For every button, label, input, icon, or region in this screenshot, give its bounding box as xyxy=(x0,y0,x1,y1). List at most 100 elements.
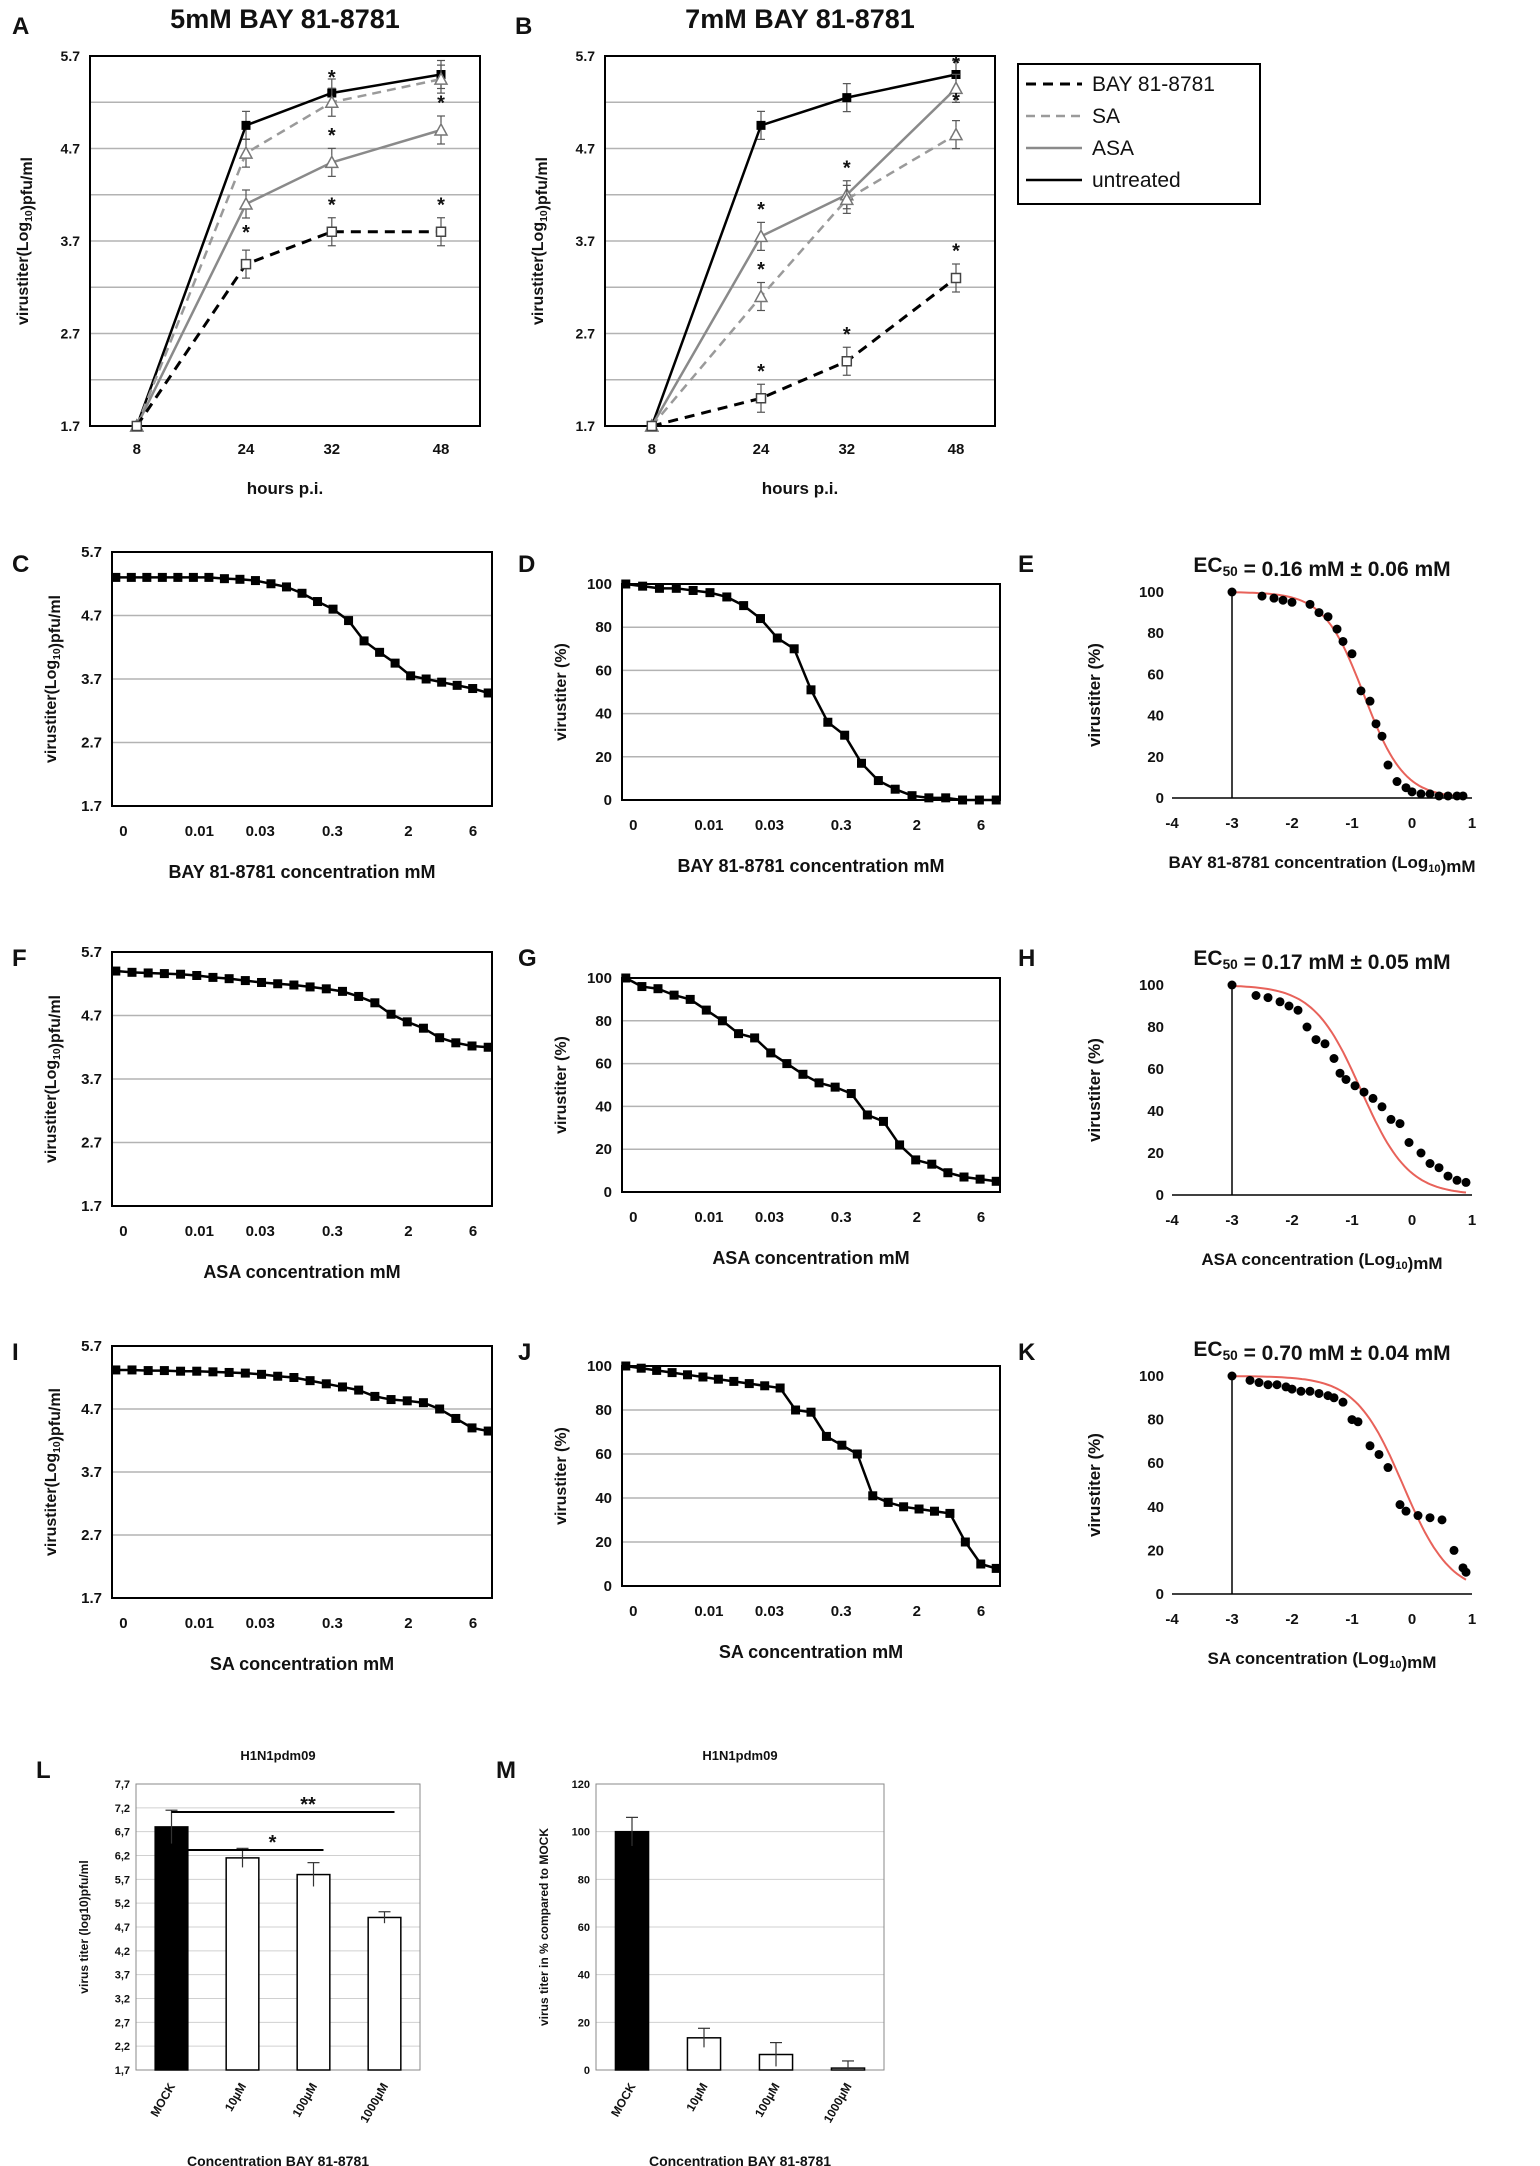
y-tick-label: 20 xyxy=(595,749,612,766)
chart-title: EC50 = 0.70 mM ± 0.04 mM xyxy=(1193,1338,1450,1365)
data-point xyxy=(1395,1500,1405,1510)
data-point xyxy=(1254,1378,1264,1388)
data-point xyxy=(386,1395,396,1405)
y-tick-label: 40 xyxy=(578,1970,590,1982)
data-point xyxy=(841,356,853,367)
x-axis-title: hours p.i. xyxy=(247,479,324,498)
x-tick-label: 0 xyxy=(629,1209,637,1226)
data-point xyxy=(324,94,340,108)
x-tick-label: 0.3 xyxy=(322,1615,343,1632)
panel-label-f: F xyxy=(12,945,27,972)
y-tick-label: 20 xyxy=(595,1534,612,1551)
data-point xyxy=(235,574,245,584)
data-point xyxy=(1434,791,1444,801)
x-tick-label: 2 xyxy=(913,817,921,834)
x-tick-label: -2 xyxy=(1285,815,1298,832)
panel-label-i: I xyxy=(12,1339,19,1366)
data-point xyxy=(1314,608,1324,618)
data-point xyxy=(1425,1159,1435,1168)
data-point xyxy=(717,1016,727,1026)
data-point xyxy=(782,1059,792,1069)
data-point xyxy=(1461,1177,1471,1187)
data-point xyxy=(1374,1449,1384,1459)
data-point xyxy=(1395,1119,1405,1129)
x-tick-label: 2 xyxy=(404,1223,412,1240)
data-point xyxy=(176,1366,186,1376)
data-point xyxy=(451,1038,461,1048)
y-tick-label: 4,2 xyxy=(115,1946,130,1958)
panel-label-g: G xyxy=(518,945,537,972)
data-point xyxy=(1461,1567,1471,1577)
y-tick-label: 80 xyxy=(1147,1019,1164,1036)
data-point xyxy=(701,1005,711,1015)
y-tick-label: 0 xyxy=(1156,790,1164,807)
data-point xyxy=(321,1379,331,1389)
data-point xyxy=(646,420,658,432)
data-point xyxy=(753,228,769,243)
x-tick-label: 6 xyxy=(977,1603,985,1620)
data-point xyxy=(775,1383,785,1393)
y-tick-label: 100 xyxy=(572,1827,590,1839)
data-point xyxy=(359,636,369,646)
plot-frame xyxy=(621,977,1001,1193)
data-point xyxy=(305,1376,315,1386)
significance-star: * xyxy=(757,259,765,281)
data-point xyxy=(1383,760,1393,770)
data-point xyxy=(756,120,766,130)
data-point xyxy=(273,1371,283,1381)
x-tick-label: 1 xyxy=(1468,815,1476,832)
data-point xyxy=(111,1365,121,1375)
data-point xyxy=(467,1041,477,1051)
data-point xyxy=(974,795,984,805)
y-tick-label: 1.7 xyxy=(61,418,81,434)
data-point xyxy=(1416,1148,1426,1158)
data-point xyxy=(402,1396,412,1406)
y-tick-label: 1.7 xyxy=(576,418,596,434)
x-tick-label: 0 xyxy=(1408,1212,1416,1229)
data-point xyxy=(755,393,767,404)
y-tick-label: 100 xyxy=(587,576,612,593)
data-point xyxy=(370,998,380,1008)
x-tick-label: -1 xyxy=(1345,1212,1358,1229)
panel-label-l: L xyxy=(36,1757,51,1784)
data-point xyxy=(208,972,218,982)
data-point xyxy=(370,1391,380,1401)
data-point xyxy=(958,795,968,805)
data-point xyxy=(266,579,276,589)
data-point xyxy=(305,982,315,992)
data-point xyxy=(846,1089,856,1099)
x-tick-label: 0.03 xyxy=(755,817,784,834)
data-point xyxy=(238,196,254,210)
data-point xyxy=(683,1370,693,1380)
x-tick-label: 1 xyxy=(1468,1611,1476,1628)
data-point xyxy=(705,588,715,598)
panel-label-h: H xyxy=(1018,945,1035,972)
plot-frame xyxy=(111,551,493,807)
data-point xyxy=(1401,1506,1411,1516)
y-tick-label: 100 xyxy=(1139,1368,1164,1385)
bar xyxy=(296,1873,331,2071)
data-point xyxy=(1227,1371,1237,1381)
y-axis-title: virustiter (%) xyxy=(1085,1038,1104,1142)
data-point xyxy=(760,1381,770,1391)
data-point xyxy=(131,420,143,432)
data-point xyxy=(250,576,260,586)
data-point xyxy=(1338,636,1348,646)
y-tick-label: 80 xyxy=(595,619,612,636)
data-point xyxy=(127,1365,137,1375)
data-point xyxy=(621,1361,631,1371)
data-point xyxy=(1314,1388,1324,1398)
data-point xyxy=(722,592,732,602)
significance-star: * xyxy=(328,125,336,147)
x-tick-label: -3 xyxy=(1225,815,1238,832)
data-point xyxy=(685,994,695,1004)
y-tick-label: 7,7 xyxy=(115,1779,130,1791)
data-point xyxy=(1251,991,1261,1000)
y-tick-label: 2,7 xyxy=(115,2017,130,2029)
data-point xyxy=(257,1369,267,1379)
series-line xyxy=(135,230,441,427)
x-tick-label: 0 xyxy=(119,823,127,840)
y-tick-label: 80 xyxy=(595,1402,612,1419)
series-line xyxy=(650,73,957,427)
